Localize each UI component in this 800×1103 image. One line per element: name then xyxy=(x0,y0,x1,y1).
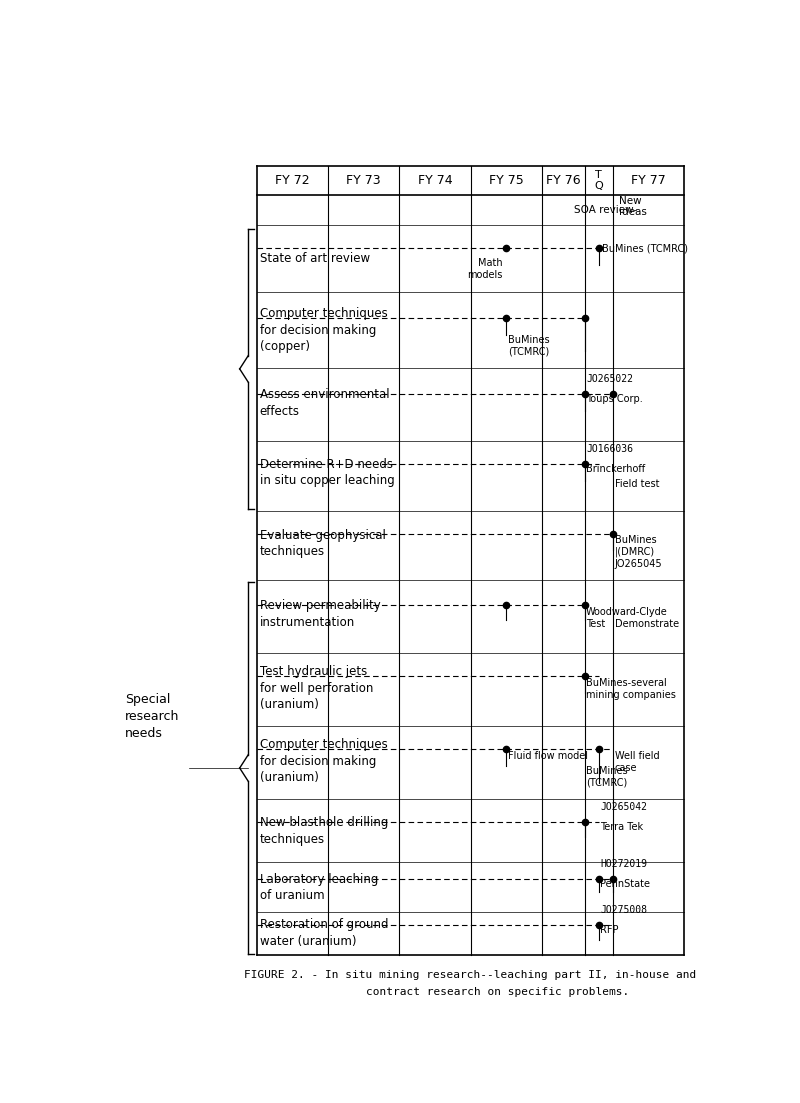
Text: Determine R+D needs
in situ copper leaching: Determine R+D needs in situ copper leach… xyxy=(260,458,394,488)
Text: Evaluate geophysical
techniques: Evaluate geophysical techniques xyxy=(260,529,386,558)
Text: BuMines
|(DMRC)
JO265045: BuMines |(DMRC) JO265045 xyxy=(614,535,662,569)
Text: T
Q: T Q xyxy=(594,170,603,191)
Text: FY 75: FY 75 xyxy=(489,174,523,188)
Text: Test hydraulic jets
for well perforation
(uranium): Test hydraulic jets for well perforation… xyxy=(260,665,373,711)
Text: Fluid flow model: Fluid flow model xyxy=(508,751,588,761)
Text: Math
models: Math models xyxy=(467,258,502,280)
Text: FY 73: FY 73 xyxy=(346,174,381,188)
Text: Woodward-Clyde: Woodward-Clyde xyxy=(586,607,668,617)
Text: BuMines
(TCMRC): BuMines (TCMRC) xyxy=(508,334,550,356)
Text: FY 77: FY 77 xyxy=(631,174,666,188)
Text: Special
research
needs: Special research needs xyxy=(125,693,179,740)
Text: FIGURE 2. - In situ mining research--leaching part II, in-house and: FIGURE 2. - In situ mining research--lea… xyxy=(245,970,697,979)
Text: Demonstrate: Demonstrate xyxy=(614,619,678,629)
Text: Laboratory leaching
of uranium: Laboratory leaching of uranium xyxy=(260,872,378,902)
Text: JO275008: JO275008 xyxy=(600,906,647,915)
Text: FY 72: FY 72 xyxy=(275,174,310,188)
Text: Assess environmental
effects: Assess environmental effects xyxy=(260,388,390,418)
Text: RFP: RFP xyxy=(600,925,618,935)
Text: New
ideas: New ideas xyxy=(619,196,646,217)
Text: New blasthole drilling
techniques: New blasthole drilling techniques xyxy=(260,816,388,846)
Text: BuMines
(TCMRC): BuMines (TCMRC) xyxy=(586,765,628,788)
Text: Restoration of ground
water (uranium): Restoration of ground water (uranium) xyxy=(260,919,388,947)
Text: JO265042: JO265042 xyxy=(600,803,647,813)
Text: Toups Corp.: Toups Corp. xyxy=(586,395,642,405)
Text: SOA review-: SOA review- xyxy=(574,205,638,215)
Text: BuMines (TCMRC): BuMines (TCMRC) xyxy=(602,244,689,254)
Text: FY 74: FY 74 xyxy=(418,174,452,188)
Text: Terra Tek: Terra Tek xyxy=(600,823,643,833)
Text: Review permeability
instrumentation: Review permeability instrumentation xyxy=(260,599,380,629)
Text: Field test: Field test xyxy=(614,479,659,489)
Text: State of art review: State of art review xyxy=(260,251,370,265)
Text: PennState: PennState xyxy=(600,879,650,889)
Text: BuMines-several
mining companies: BuMines-several mining companies xyxy=(586,678,676,700)
Text: JO166036: JO166036 xyxy=(586,445,633,454)
Text: Test: Test xyxy=(586,619,606,629)
Text: HO272019: HO272019 xyxy=(600,859,647,869)
Text: FY 76: FY 76 xyxy=(546,174,581,188)
Text: Computer techniques
for decision making
(uranium): Computer techniques for decision making … xyxy=(260,738,387,784)
Text: JO265022: JO265022 xyxy=(586,375,633,385)
Text: contract research on specific problems.: contract research on specific problems. xyxy=(312,987,629,997)
Text: Computer techniques
for decision making
(copper): Computer techniques for decision making … xyxy=(260,307,387,353)
Text: Well field
case: Well field case xyxy=(614,751,659,773)
Text: Brinckerhoff: Brinckerhoff xyxy=(586,464,645,474)
